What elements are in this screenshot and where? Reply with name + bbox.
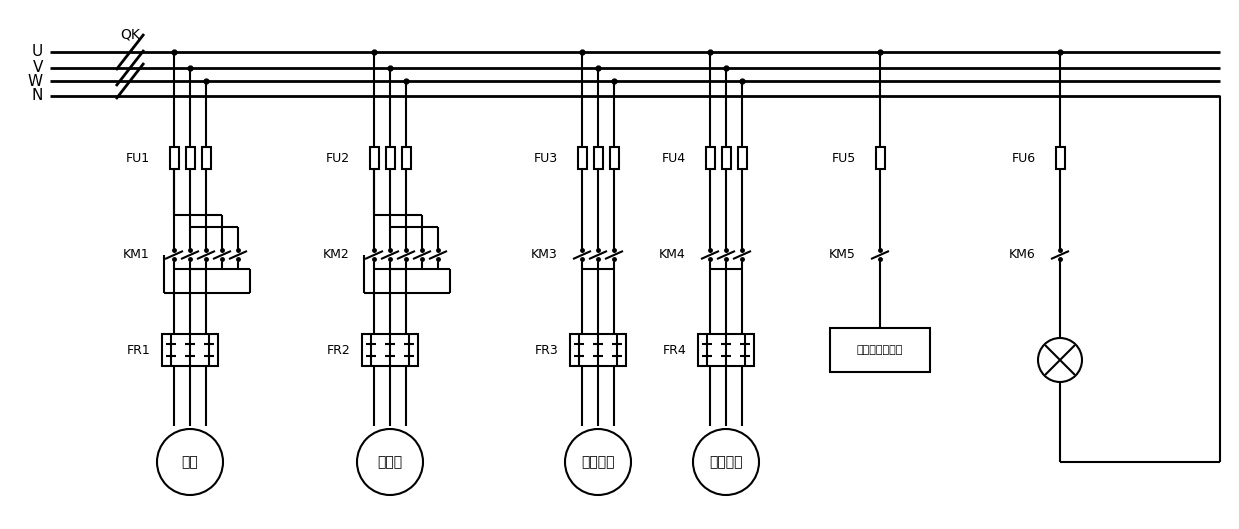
Text: KM5: KM5: [829, 249, 856, 261]
Text: 风扇: 风扇: [182, 455, 198, 469]
Text: FR3: FR3: [534, 343, 558, 357]
Text: U: U: [32, 44, 43, 59]
Circle shape: [157, 429, 223, 495]
Bar: [577, 147, 586, 169]
Text: QK: QK: [120, 28, 140, 42]
Text: FU6: FU6: [1012, 151, 1036, 165]
Bar: [698, 334, 755, 366]
Circle shape: [693, 429, 760, 495]
Bar: [876, 147, 885, 169]
Text: FR1: FR1: [126, 343, 150, 357]
Bar: [362, 334, 418, 366]
Bar: [401, 147, 410, 169]
Circle shape: [1038, 338, 1082, 382]
Text: KM4: KM4: [659, 249, 686, 261]
Text: FU1: FU1: [126, 151, 150, 165]
Bar: [593, 147, 602, 169]
Bar: [162, 334, 218, 366]
Text: FU3: FU3: [534, 151, 558, 165]
Text: KM2: KM2: [323, 249, 349, 261]
Bar: [721, 147, 731, 169]
Bar: [610, 147, 618, 169]
Text: KM6: KM6: [1010, 249, 1036, 261]
Text: FU2: FU2: [326, 151, 349, 165]
Bar: [830, 328, 930, 372]
Bar: [570, 334, 626, 366]
Bar: [705, 147, 715, 169]
Bar: [385, 147, 394, 169]
Text: KM3: KM3: [532, 249, 558, 261]
Text: 遥阳帘: 遥阳帘: [378, 455, 403, 469]
Text: V: V: [32, 60, 43, 76]
Text: FU4: FU4: [662, 151, 686, 165]
Bar: [202, 147, 211, 169]
Circle shape: [565, 429, 631, 495]
Text: N: N: [32, 88, 43, 104]
Bar: [1056, 147, 1064, 169]
Text: FR4: FR4: [663, 343, 686, 357]
Text: 二氧化碳补偿器: 二氧化碳补偿器: [857, 345, 903, 355]
Text: FR2: FR2: [326, 343, 349, 357]
Bar: [369, 147, 378, 169]
Bar: [170, 147, 178, 169]
Circle shape: [357, 429, 422, 495]
Text: 空调机组: 空调机组: [581, 455, 615, 469]
Text: W: W: [27, 74, 43, 88]
Bar: [737, 147, 747, 169]
Text: FU5: FU5: [831, 151, 856, 165]
Text: 喂水系统: 喂水系统: [709, 455, 742, 469]
Bar: [186, 147, 195, 169]
Text: KM1: KM1: [123, 249, 150, 261]
